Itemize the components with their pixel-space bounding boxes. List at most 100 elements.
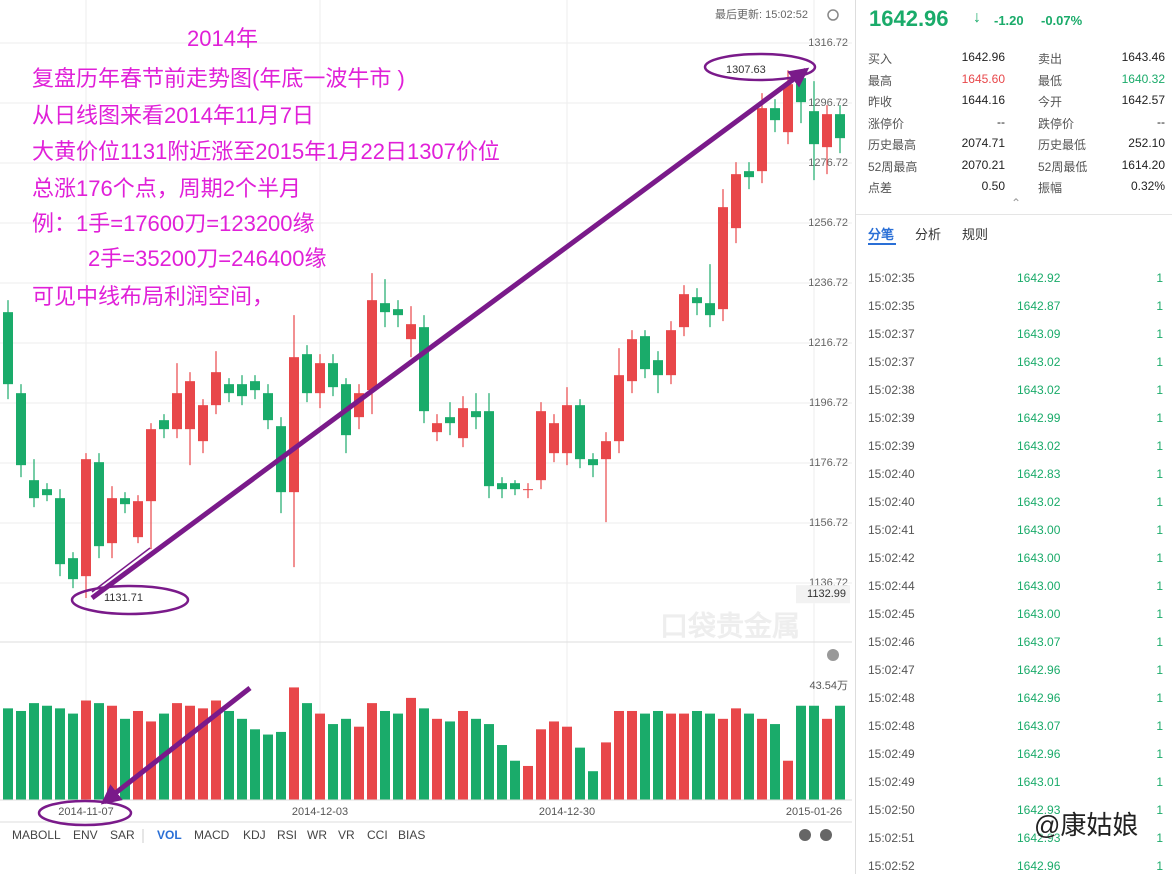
trade-price: 1643.02 — [1017, 355, 1061, 369]
trade-volume: 1 — [1156, 327, 1163, 341]
refresh-icon[interactable] — [827, 9, 839, 21]
trade-time: 15:02:45 — [868, 607, 915, 621]
quote-panel: 1642.96 ↓ -1.20 -0.07% 买入 1642.96 卖出 1643.46 最高 1… — [855, 0, 1172, 874]
candle-body — [432, 423, 442, 433]
trade-price: 1643.01 — [1017, 775, 1061, 789]
tab[interactable]: 分笔 — [868, 227, 895, 242]
volume-bar — [783, 760, 793, 800]
low-label: 1131.71 — [104, 592, 143, 604]
candle-body — [185, 381, 195, 430]
volume-bar — [419, 708, 429, 800]
volume-bar — [250, 729, 260, 800]
volume-bar — [68, 713, 78, 800]
annotation: 大黄价位1131附近涨至2015年1月22日1307价位 — [32, 139, 500, 164]
trade-volume: 1 — [1156, 439, 1163, 453]
candle-body — [289, 357, 299, 493]
quote-label: 52周最低 — [1038, 159, 1088, 174]
trade-time: 15:02:40 — [868, 495, 915, 509]
quote-label: 买入 — [868, 52, 893, 66]
y-tick-label: 1216.72 — [808, 337, 848, 349]
percent: -0.07% — [1041, 13, 1083, 28]
candle-body — [666, 330, 676, 376]
quote-value: 0.50 — [981, 179, 1005, 193]
trade-volume: 1 — [1156, 663, 1163, 677]
volume-bar — [328, 724, 338, 800]
volume-bar — [185, 705, 195, 800]
indicator-tab[interactable]: RSI — [277, 828, 297, 842]
volume-bar — [692, 710, 702, 800]
quote-value: 0.32% — [1130, 179, 1165, 193]
annotation: 复盘历年春节前走势图(年底一波牛市 ) — [32, 66, 405, 91]
indicator-tab[interactable]: WR — [307, 828, 327, 842]
candle-body — [159, 420, 169, 430]
divider — [856, 214, 1172, 215]
close-icon[interactable] — [827, 649, 839, 661]
trade-volume: 1 — [1156, 803, 1163, 817]
indicator-tab[interactable]: ENV — [73, 828, 98, 842]
volume-bar — [354, 726, 364, 800]
trade-volume: 1 — [1156, 523, 1163, 537]
tab-underline — [868, 243, 896, 245]
collapse[interactable]: ⌃ — [1011, 196, 1022, 210]
volume-bar — [484, 724, 494, 800]
candle-body — [627, 339, 637, 382]
volume-bar — [224, 710, 234, 800]
volume-bar — [289, 687, 299, 800]
volume-bar — [731, 708, 741, 800]
trade-price: 1642.96 — [1017, 663, 1061, 677]
trade-time: 15:02:49 — [868, 747, 915, 761]
candle-body — [367, 300, 377, 391]
indicator-tab[interactable]: VR — [338, 828, 355, 842]
volume-bar — [432, 718, 442, 800]
quote-label: 昨收 — [868, 95, 893, 109]
volume-bar — [744, 713, 754, 800]
indicator-tab[interactable]: CCI — [367, 828, 388, 842]
tab[interactable]: 分析 — [915, 227, 942, 242]
quote-label: 卖出 — [1038, 52, 1063, 66]
candle-body — [55, 498, 65, 565]
candle-body — [835, 114, 845, 139]
indicator-tab[interactable]: KDJ — [243, 828, 266, 842]
trade-volume: 1 — [1156, 719, 1163, 733]
add-icon[interactable] — [799, 829, 811, 841]
date-circle — [37, 799, 133, 827]
trade-volume: 1 — [1156, 271, 1163, 285]
y-tick-label: 1156.72 — [809, 517, 848, 529]
indicator-tab[interactable]: VOL — [157, 828, 182, 842]
tab[interactable]: 规则 — [962, 227, 989, 242]
trade-price: 1643.07 — [1017, 635, 1061, 649]
trade-volume: 1 — [1156, 355, 1163, 369]
annotation: 例：1手=17600刀=123200缘 — [32, 211, 315, 236]
trade-price: 1642.96 — [1017, 691, 1061, 705]
candle-body — [224, 384, 234, 394]
trade-price: 1642.92 — [1017, 271, 1061, 285]
trade-price: 1642.93 — [1017, 831, 1061, 845]
volume-bar — [796, 705, 806, 800]
trade-price: 1642.99 — [1017, 411, 1061, 425]
settings-icon[interactable] — [820, 829, 832, 841]
candle-body — [16, 393, 26, 466]
volume-bar — [562, 726, 572, 800]
trade-price: 1642.93 — [1017, 803, 1061, 817]
volume-bar — [315, 713, 325, 800]
volume-bar — [406, 697, 416, 800]
indicator-tab[interactable]: BIAS — [398, 828, 425, 842]
indicator-tab[interactable]: MABOLL — [12, 828, 61, 842]
volume-bar — [367, 703, 377, 800]
candle-body — [393, 309, 403, 316]
quote-label: 涨停价 — [868, 116, 905, 131]
candle-body — [471, 411, 481, 418]
candle-body — [731, 174, 741, 229]
trade-volume: 1 — [1156, 635, 1163, 649]
quote-label: 振幅 — [1038, 181, 1063, 195]
candle-body — [757, 108, 767, 172]
candle-body — [601, 441, 611, 460]
trade-volume: 1 — [1156, 411, 1163, 425]
candle-body — [42, 489, 52, 496]
last-price: 1132.99 — [807, 588, 846, 600]
quote-label: 今开 — [1038, 95, 1063, 109]
y-tick-label: 1276.72 — [808, 157, 848, 169]
indicator-tab[interactable]: SAR — [110, 828, 135, 842]
indicator-tab[interactable]: MACD — [194, 828, 230, 842]
volume-bar — [81, 700, 91, 800]
